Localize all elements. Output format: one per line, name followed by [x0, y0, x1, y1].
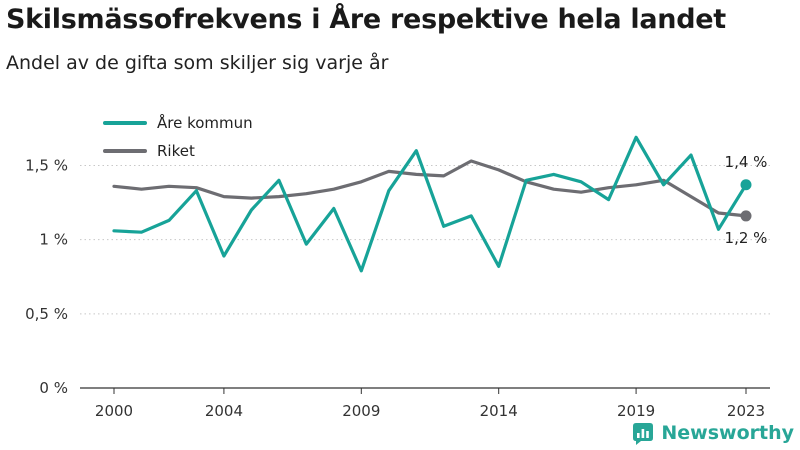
- y-tick-label: 1 %: [39, 231, 68, 249]
- x-tick-label: 2000: [95, 402, 133, 420]
- newsworthy-logo-icon: [633, 423, 654, 445]
- chart-title: Skilsmässofrekvens i Åre respektive hela…: [6, 4, 726, 35]
- x-tick-label: 2019: [617, 402, 655, 420]
- series-endpoint-are-kommun: [740, 179, 752, 191]
- x-tick-label: 2009: [342, 402, 380, 420]
- series-line-riket: [112, 159, 748, 218]
- series-line-are-kommun: [112, 135, 748, 273]
- brand-logo: Newsworthy: [631, 421, 794, 445]
- y-tick-label: 1,5 %: [25, 157, 68, 175]
- brand-name: Newsworthy: [661, 422, 794, 444]
- series-endpoint-riket: [740, 210, 752, 222]
- legend-label: Åre kommun: [157, 113, 253, 132]
- x-tick-label: 2023: [727, 402, 765, 420]
- chart-subtitle: Andel av de gifta som skiljer sig varje …: [6, 52, 389, 74]
- series-end-label-riket: 1,2 %: [725, 229, 768, 247]
- y-tick-label: 0,5 %: [25, 305, 68, 323]
- x-tick-label: 2004: [205, 402, 243, 420]
- x-tick-label: 2014: [480, 402, 518, 420]
- series-end-label-are-kommun: 1,4 %: [725, 153, 768, 171]
- y-tick-label: 0 %: [39, 379, 68, 397]
- legend-label: Riket: [157, 142, 195, 160]
